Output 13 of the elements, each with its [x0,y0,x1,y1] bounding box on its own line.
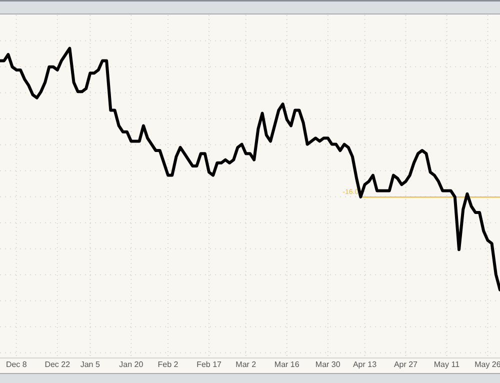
x-tick-label: Mar 2 [236,360,257,369]
x-tick-label: Feb 2 [158,360,179,369]
x-tick-label: Mar 30 [315,360,341,369]
x-tick-label: Jan 20 [119,360,144,369]
x-tick-label: Dec 8 [6,360,28,369]
x-tick-label: Feb 17 [196,360,222,369]
x-tick-label: May 26 [474,360,500,369]
x-tick-label: Mar 16 [274,360,300,369]
x-tick-label: May 11 [434,360,460,369]
x-tick-label: Apr 27 [394,360,418,369]
x-tick-label: Dec 22 [44,360,71,369]
x-tick-label: Jan 5 [80,360,100,369]
x-tick-label: Apr 13 [352,360,378,369]
